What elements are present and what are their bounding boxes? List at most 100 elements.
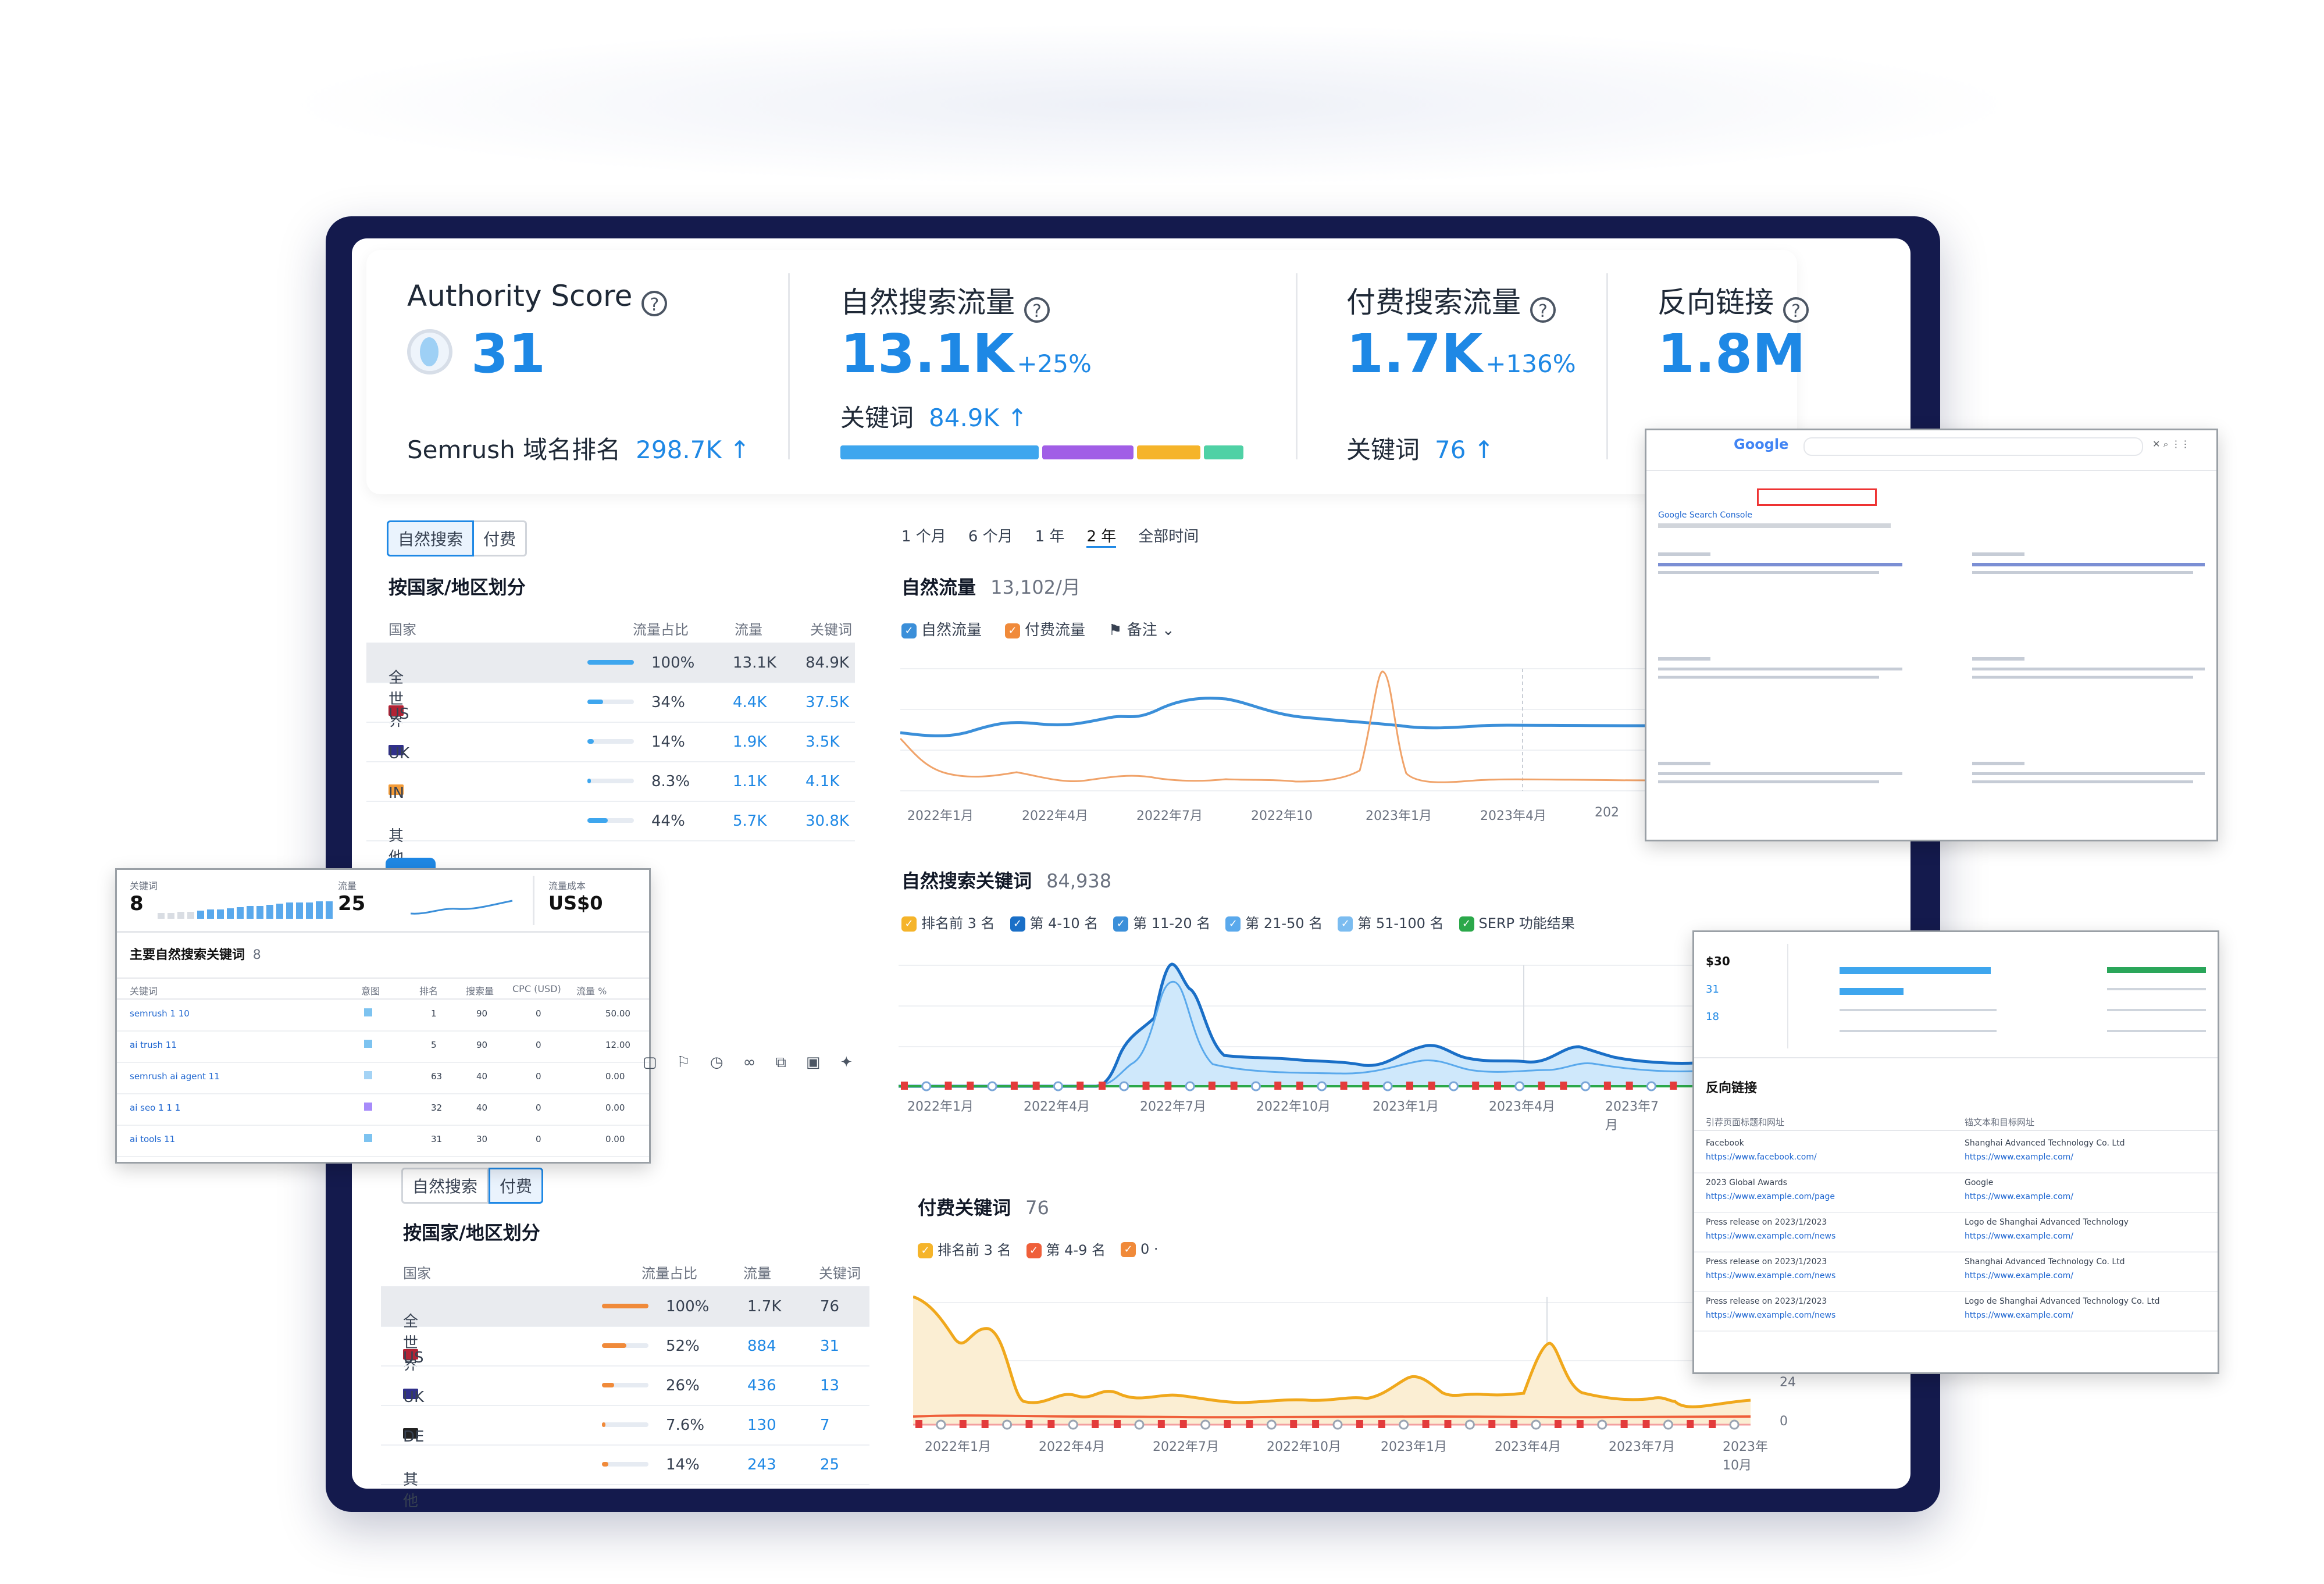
legend-item[interactable]: ✓ 排名前 3 名 — [901, 912, 995, 932]
traffic-cell[interactable]: 1.1K — [733, 773, 767, 790]
google-marker[interactable] — [1646, 1081, 1656, 1091]
table-row[interactable]: US 34% 4.4K 37.5K — [366, 682, 855, 723]
traffic-cell[interactable]: 243 — [747, 1456, 776, 1474]
google-marker[interactable] — [1068, 1419, 1078, 1430]
event-marker[interactable] — [1406, 1082, 1413, 1090]
keywords-cell[interactable]: 3.5K — [805, 733, 840, 751]
keywords-cell[interactable]: 30.8K — [805, 812, 849, 830]
google-marker[interactable] — [1514, 1081, 1525, 1091]
event-marker[interactable] — [1025, 1420, 1033, 1428]
table-row[interactable]: 其他 14% 243 25 — [381, 1444, 869, 1510]
google-marker[interactable] — [1399, 1419, 1409, 1430]
google-marker[interactable] — [1266, 1419, 1277, 1430]
event-marker[interactable] — [1510, 1420, 1518, 1428]
event-marker[interactable] — [1576, 1420, 1584, 1428]
event-marker[interactable] — [944, 1082, 952, 1090]
keywords-cell[interactable]: 7 — [820, 1417, 830, 1434]
google-marker[interactable] — [921, 1081, 932, 1091]
table-row[interactable]: DE 7.6% 130 7 — [381, 1405, 869, 1446]
google-marker[interactable] — [1053, 1081, 1063, 1091]
page-url[interactable]: https://www.facebook.com/ — [1706, 1153, 1817, 1162]
table-row[interactable]: 全世界 100% 1.7K 76 — [381, 1286, 869, 1373]
tab-paid[interactable]: 付费 — [489, 1168, 544, 1204]
page-url[interactable]: https://www.example.com/news — [1706, 1271, 1836, 1280]
keyword-link[interactable]: ai tools 11 — [130, 1134, 176, 1144]
page-url[interactable]: https://www.example.com/news — [1706, 1311, 1836, 1320]
legend-item[interactable]: ✓ 0 · — [1121, 1241, 1159, 1257]
keywords-cell[interactable]: 84.9K — [805, 654, 849, 672]
notes-dropdown[interactable]: ⚑ 备注 ⌄ — [1108, 618, 1175, 640]
chat-icon[interactable]: ▢ — [643, 1054, 657, 1071]
link-icon[interactable]: ∞ — [743, 1054, 756, 1071]
table-row[interactable]: Press release on 2023/1/2023 https://www.… — [1694, 1291, 2218, 1332]
keyword-link[interactable]: semrush 1 10 — [130, 1008, 190, 1019]
table-row[interactable]: 2023 Global Awards https://www.example.co… — [1694, 1172, 2218, 1213]
legend-item[interactable]: ✓ SERP 功能结果 — [1459, 912, 1575, 932]
copy-icon[interactable]: ⧉ — [775, 1054, 786, 1071]
event-marker[interactable] — [915, 1420, 922, 1428]
legend-item[interactable]: ✓ 排名前 3 名 — [918, 1239, 1011, 1259]
event-marker[interactable] — [1472, 1082, 1480, 1090]
google-marker[interactable] — [1119, 1081, 1129, 1091]
period-tab[interactable]: 6 个月 — [968, 528, 1013, 545]
keyword-link[interactable]: ai seo 1 1 1 — [130, 1103, 181, 1113]
event-marker[interactable] — [1312, 1420, 1320, 1428]
legend-paid[interactable]: ✓ 付费流量 — [1005, 618, 1085, 640]
period-tab[interactable]: 2 年 — [1086, 525, 1117, 548]
google-marker[interactable] — [1134, 1419, 1145, 1430]
google-marker[interactable] — [1729, 1419, 1740, 1430]
table-row[interactable]: ai tools 11 31 30 0 0.00 — [117, 1125, 649, 1157]
event-marker[interactable] — [1670, 1082, 1677, 1090]
google-marker[interactable] — [1332, 1419, 1343, 1430]
event-marker[interactable] — [1378, 1420, 1385, 1428]
event-marker[interactable] — [1092, 1420, 1099, 1428]
event-marker[interactable] — [1099, 1082, 1106, 1090]
keyword-link[interactable]: ai trush 11 — [130, 1040, 177, 1050]
google-marker[interactable] — [1531, 1419, 1541, 1430]
page-url[interactable]: https://www.example.com/news — [1706, 1232, 1836, 1241]
table-row[interactable]: ai seo 1 1 1 32 40 0 0.00 — [117, 1093, 649, 1126]
event-marker[interactable] — [1010, 1082, 1018, 1090]
target-url[interactable]: https://www.example.com/ — [1965, 1271, 2074, 1280]
table-row[interactable]: Press release on 2023/1/2023 https://www.… — [1694, 1212, 2218, 1253]
table-row[interactable]: IN 8.3% 1.1K 4.1K — [366, 761, 855, 802]
event-marker[interactable] — [1488, 1420, 1496, 1428]
event-marker[interactable] — [1362, 1082, 1370, 1090]
google-marker[interactable] — [1250, 1081, 1261, 1091]
page-url[interactable]: https://www.example.com/page — [1706, 1192, 1835, 1201]
serp-result-title[interactable]: Google Search Console — [1658, 511, 1752, 520]
rank-value[interactable]: 298.7K ↑ — [636, 436, 750, 464]
legend-item[interactable]: ✓ 第 21-50 名 — [1225, 912, 1323, 932]
keywords-value[interactable]: 84.9K ↑ — [929, 404, 1028, 432]
target-url[interactable]: https://www.example.com/ — [1965, 1153, 2074, 1162]
legend-item[interactable]: ✓ 第 51-100 名 — [1338, 912, 1444, 932]
image-icon[interactable]: ▣ — [805, 1054, 821, 1071]
traffic-cell[interactable]: 130 — [747, 1417, 776, 1434]
tab-organic[interactable]: 自然搜索 — [401, 1168, 489, 1204]
table-row[interactable]: semrush 1 10 1 90 0 50.00 — [117, 999, 649, 1032]
keywords-cell[interactable]: 13 — [820, 1377, 840, 1394]
target-url[interactable]: https://www.example.com/ — [1965, 1192, 2074, 1201]
twitter-icon[interactable]: ✦ — [840, 1054, 853, 1071]
event-marker[interactable] — [1047, 1420, 1055, 1428]
help-icon[interactable]: ? — [1783, 297, 1809, 323]
event-marker[interactable] — [1560, 1082, 1567, 1090]
legend-organic[interactable]: ✓ 自然流量 — [901, 618, 982, 640]
traffic-cell[interactable]: 1.7K — [747, 1298, 782, 1315]
table-row[interactable]: Facebook https://www.facebook.com/Shangha… — [1694, 1133, 2218, 1173]
google-marker[interactable] — [1185, 1081, 1195, 1091]
event-marker[interactable] — [1687, 1420, 1694, 1428]
google-marker[interactable] — [1002, 1419, 1013, 1430]
google-marker[interactable] — [1448, 1081, 1459, 1091]
event-marker[interactable] — [981, 1420, 989, 1428]
event-marker[interactable] — [1620, 1420, 1628, 1428]
event-marker[interactable] — [1356, 1420, 1363, 1428]
event-marker[interactable] — [967, 1082, 974, 1090]
keyword-link[interactable]: semrush ai agent 11 — [130, 1071, 220, 1082]
keywords-cell[interactable]: 4.1K — [805, 773, 840, 790]
event-marker[interactable] — [901, 1082, 908, 1090]
keywords-cell[interactable]: 37.5K — [805, 694, 849, 711]
google-marker[interactable] — [1200, 1419, 1211, 1430]
event-marker[interactable] — [1603, 1082, 1611, 1090]
keywords-cell[interactable]: 31 — [820, 1337, 840, 1355]
